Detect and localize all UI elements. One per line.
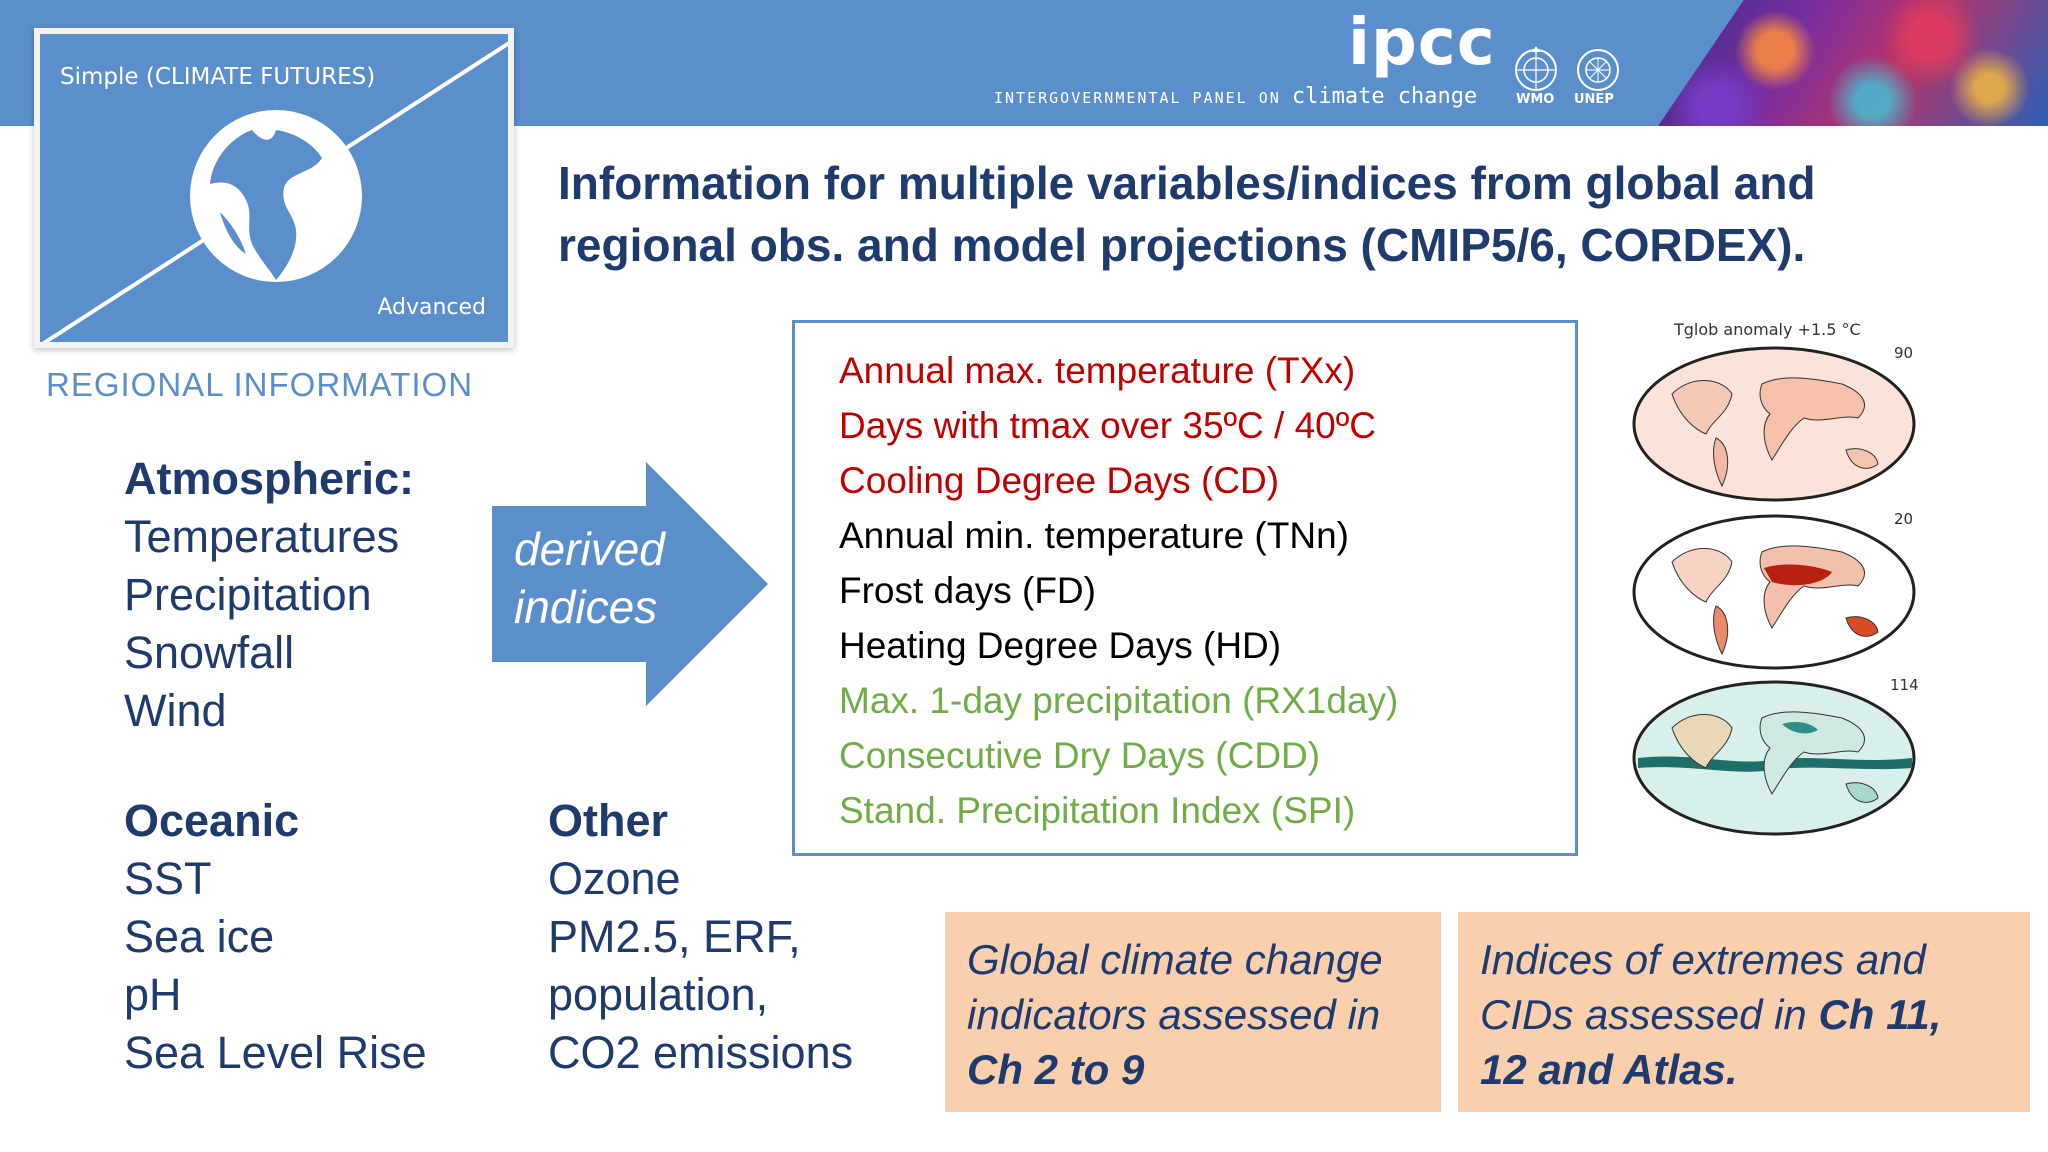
callout-line: CIDs assessed in bbox=[1480, 991, 1819, 1038]
list-item: Precipitation bbox=[124, 569, 372, 620]
callout-line: Indices of extremes and bbox=[1480, 936, 1926, 983]
index-item: Max. 1-day precipitation (RX1day) bbox=[839, 680, 1399, 721]
list-item: Snowfall bbox=[124, 627, 295, 678]
callout-line-bold: Ch 2 to 9 bbox=[967, 1046, 1145, 1093]
regional-info-caption: REGIONAL INFORMATION bbox=[46, 366, 474, 403]
list-item: population, bbox=[548, 969, 769, 1020]
world-map-teal bbox=[1632, 680, 1916, 836]
list-item: pH bbox=[124, 969, 182, 1020]
other-list: Other Ozone PM2.5, ERF, population, CO2 … bbox=[548, 792, 853, 1082]
indices-list: Annual max. temperature (TXx) Days with … bbox=[795, 323, 1575, 838]
callout-extremes-indices: Indices of extremes and CIDs assessed in… bbox=[1458, 912, 2030, 1112]
index-item: Frost days (FD) bbox=[839, 570, 1096, 611]
derived-indices-arrow-icon bbox=[492, 462, 768, 706]
atmospheric-list: Atmospheric: Temperatures Precipitation … bbox=[124, 450, 414, 740]
index-item: Stand. Precipitation Index (SPI) bbox=[839, 790, 1356, 831]
unep-emblem-icon bbox=[1577, 49, 1619, 91]
wmo-emblem-icon bbox=[1515, 46, 1557, 91]
callout-line: Global climate change bbox=[967, 936, 1383, 983]
callout-global-indicators: Global climate change indicators assesse… bbox=[945, 912, 1441, 1112]
index-item: Days with tmax over 35ºC / 40ºC bbox=[839, 405, 1376, 446]
ipcc-subtitle-big: climate change bbox=[1291, 84, 1478, 109]
list-item: Sea Level Rise bbox=[124, 1027, 427, 1078]
index-item: Cooling Degree Days (CD) bbox=[839, 460, 1280, 501]
other-heading: Other bbox=[548, 795, 669, 846]
wmo-label: WMO bbox=[1516, 92, 1555, 107]
index-item: Annual max. temperature (TXx) bbox=[839, 350, 1356, 391]
oceanic-list: Oceanic SST Sea ice pH Sea Level Rise bbox=[124, 792, 427, 1082]
simple-label: Simple (CLIMATE FUTURES) bbox=[60, 64, 376, 90]
list-item: Ozone bbox=[548, 853, 681, 904]
ipcc-logo: ipcc bbox=[1348, 6, 1496, 80]
callout-line-bold: 12 and Atlas. bbox=[1480, 1046, 1738, 1093]
index-item: Annual min. temperature (TNn) bbox=[839, 515, 1349, 556]
ipcc-subtitle: INTERGOVERNMENTAL PANEL ON climate chang… bbox=[994, 84, 1477, 109]
index-item: Consecutive Dry Days (CDD) bbox=[839, 735, 1321, 776]
list-item: SST bbox=[124, 853, 212, 904]
arrow-line-2: indices bbox=[514, 581, 658, 633]
map-scale-label: 90 bbox=[1894, 344, 1914, 362]
map-scale-label: 20 bbox=[1894, 510, 1914, 528]
map-panel: 90 bbox=[1632, 334, 1932, 504]
world-map-light-red bbox=[1632, 346, 1916, 502]
list-item: CO2 emissions bbox=[548, 1027, 854, 1078]
map-panel: 114 bbox=[1632, 672, 1932, 842]
regional-info-card: Simple (CLIMATE FUTURES) Advanced bbox=[34, 28, 514, 348]
world-map-dark-red bbox=[1632, 514, 1916, 670]
list-item: Wind bbox=[124, 685, 227, 736]
indices-box: Annual max. temperature (TXx) Days with … bbox=[792, 320, 1578, 856]
callout-line: indicators assessed in bbox=[967, 991, 1381, 1038]
globe-slider-icon bbox=[41, 41, 508, 342]
derived-indices-label: derived indices bbox=[514, 520, 665, 636]
unep-label: UNEP bbox=[1574, 92, 1614, 107]
maps-title: Tglob anomaly +1.5 °C bbox=[1674, 320, 1861, 339]
callout-line-bold: Ch 11, bbox=[1818, 991, 1942, 1038]
list-item: Sea ice bbox=[124, 911, 275, 962]
headline-line-2: regional obs. and model projections (CMI… bbox=[558, 219, 1806, 271]
oceanic-heading: Oceanic bbox=[124, 795, 300, 846]
arrow-line-1: derived bbox=[514, 523, 665, 575]
headline-line-1: Information for multiple variables/indic… bbox=[558, 157, 1816, 209]
map-scale-label: 114 bbox=[1890, 676, 1919, 694]
headline: Information for multiple variables/indic… bbox=[558, 152, 2018, 276]
list-item: Temperatures bbox=[124, 511, 400, 562]
index-item: Heating Degree Days (HD) bbox=[839, 625, 1282, 666]
advanced-label: Advanced bbox=[377, 295, 486, 320]
map-panel: 20 bbox=[1632, 502, 1932, 672]
atmospheric-heading: Atmospheric: bbox=[124, 453, 415, 504]
list-item: PM2.5, ERF, bbox=[548, 911, 801, 962]
ipcc-subtitle-small: INTERGOVERNMENTAL PANEL ON bbox=[994, 89, 1281, 107]
